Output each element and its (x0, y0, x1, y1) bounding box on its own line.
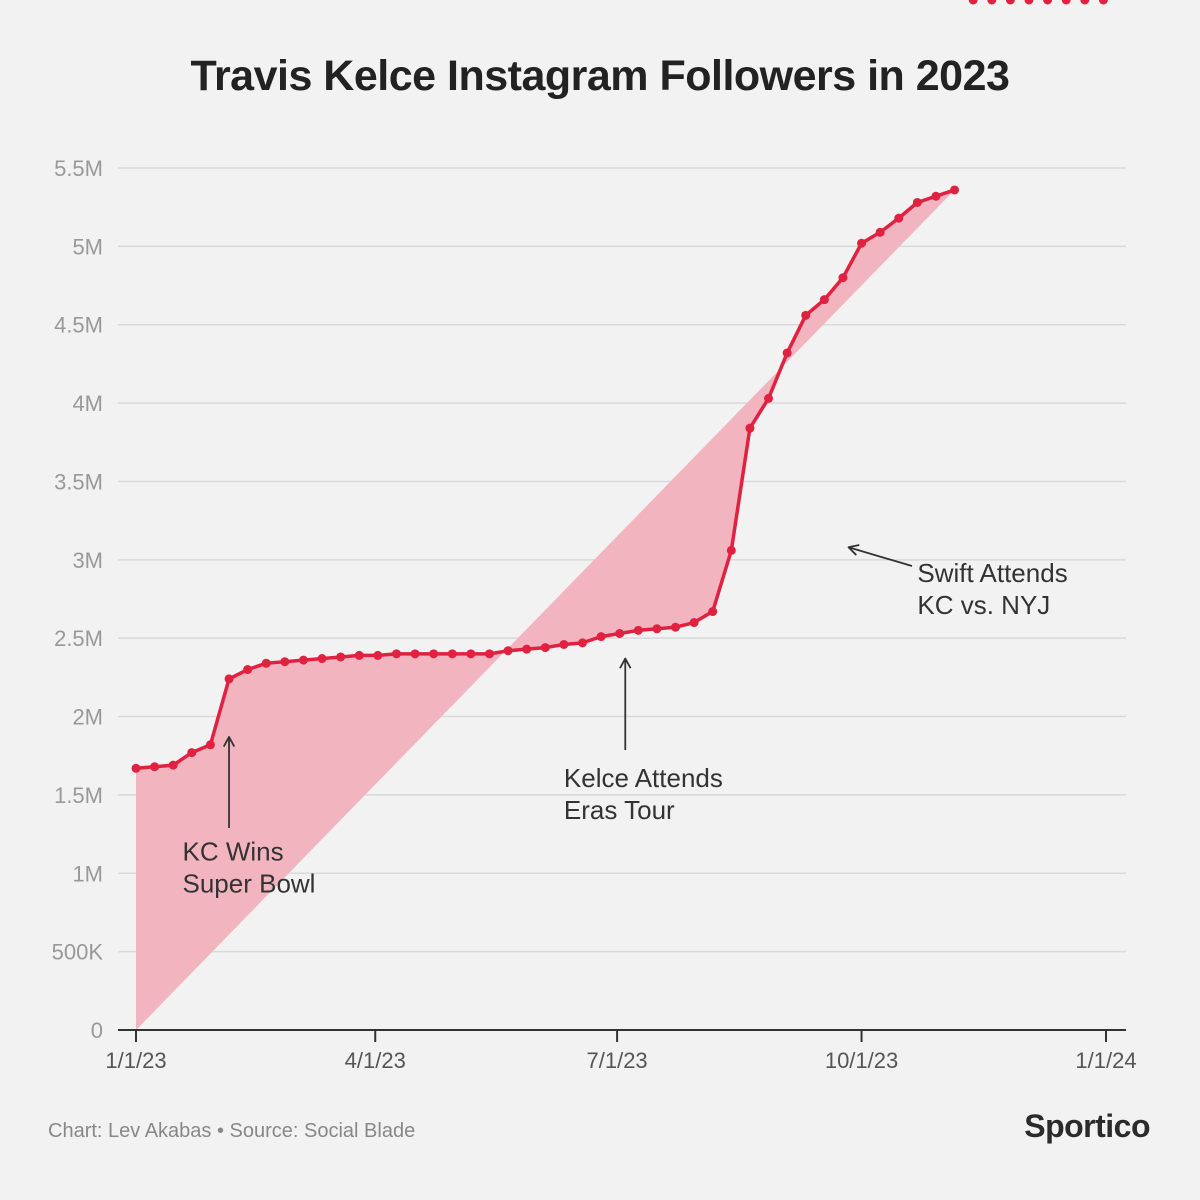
data-point (912, 197, 922, 207)
data-point (782, 348, 792, 358)
annotation-arrowhead (847, 544, 860, 556)
data-point (261, 658, 271, 668)
data-point (131, 763, 141, 773)
data-point (503, 646, 513, 656)
data-point (410, 649, 420, 659)
data-point (447, 649, 457, 659)
data-point (745, 423, 755, 433)
data-point (1024, 0, 1034, 5)
axes: 0 500K 1M 1.5M 2M 2.5M 3M 3.5M 4M 4.5M 5M 5.5M 1/1/2… (52, 156, 1137, 1073)
y-tick-label: 0 (91, 1018, 103, 1043)
y-tick-label: 4M (72, 391, 103, 416)
data-point (522, 644, 532, 654)
data-point (1005, 0, 1015, 5)
data-point (1080, 0, 1090, 5)
annotation-text: Swift Attends (917, 558, 1067, 588)
area-layer (136, 189, 955, 1030)
data-point (708, 607, 718, 617)
annotation-text: KC Wins (183, 837, 284, 867)
source-credit: Chart: Lev Akabas • Source: Social Blade (48, 1120, 416, 1142)
annotation-arrowhead (619, 657, 632, 669)
x-tick-label: 1/1/23 (105, 1048, 166, 1073)
data-point (559, 639, 569, 649)
chart-title: Travis Kelce Instagram Followers in 2023 (190, 52, 1010, 100)
data-point (373, 650, 383, 660)
y-tick-label: 3.5M (54, 469, 103, 494)
data-point (1061, 0, 1071, 5)
data-point (205, 740, 215, 750)
data-point (819, 295, 829, 305)
data-point (801, 310, 811, 320)
data-point (894, 213, 904, 223)
x-tick-label: 10/1/23 (825, 1048, 898, 1073)
y-tick-label: 3M (72, 548, 103, 573)
y-tick-label: 4.5M (54, 313, 103, 338)
data-point (968, 0, 978, 5)
y-tick-label: 2.5M (54, 626, 103, 651)
data-point (875, 227, 885, 237)
y-tick-label: 5M (72, 234, 103, 259)
annotation-text: KC vs. NYJ (917, 590, 1050, 620)
data-point (671, 622, 681, 632)
data-point (987, 0, 997, 5)
y-tick-label: 1M (72, 861, 103, 886)
data-point (633, 625, 643, 635)
data-point (596, 632, 606, 642)
data-point (857, 238, 867, 248)
x-tick-label: 7/1/23 (587, 1048, 648, 1073)
x-tick-label: 4/1/23 (345, 1048, 406, 1073)
data-point (354, 650, 364, 660)
data-point (1098, 0, 1108, 5)
y-tick-label: 1.5M (54, 783, 103, 808)
data-point (317, 654, 327, 664)
series-area (136, 189, 955, 1030)
data-point (243, 665, 253, 675)
data-point (391, 649, 401, 659)
data-points (131, 0, 1108, 773)
data-point (484, 649, 494, 659)
data-point (838, 273, 848, 283)
y-tick-label: 5.5M (54, 156, 103, 181)
annotation-text: Super Bowl (183, 869, 316, 899)
annotation-text: Eras Tour (564, 795, 675, 825)
data-point (150, 762, 160, 772)
data-point (466, 649, 476, 659)
data-point (187, 748, 197, 758)
brand-logo: Sportico (1024, 1108, 1150, 1144)
data-point (931, 191, 941, 201)
annotation-arrow (848, 546, 913, 567)
data-point (615, 628, 625, 638)
data-point (1043, 0, 1053, 5)
data-point (764, 393, 774, 403)
data-point (577, 638, 587, 648)
y-tick-label: 500K (52, 940, 104, 965)
data-point (336, 652, 346, 662)
data-point (280, 657, 290, 667)
data-point (298, 655, 308, 665)
data-point (652, 624, 662, 634)
x-tick-label: 1/1/24 (1075, 1048, 1136, 1073)
annotation-text: Kelce Attends (564, 763, 723, 793)
data-point (429, 649, 439, 659)
data-point (950, 185, 960, 195)
data-point (168, 760, 178, 770)
data-point (726, 545, 736, 555)
y-tick-label: 2M (72, 705, 103, 730)
data-point (540, 643, 550, 653)
data-point (224, 674, 234, 684)
data-point (689, 618, 699, 628)
annotation-arrowhead (222, 736, 236, 748)
